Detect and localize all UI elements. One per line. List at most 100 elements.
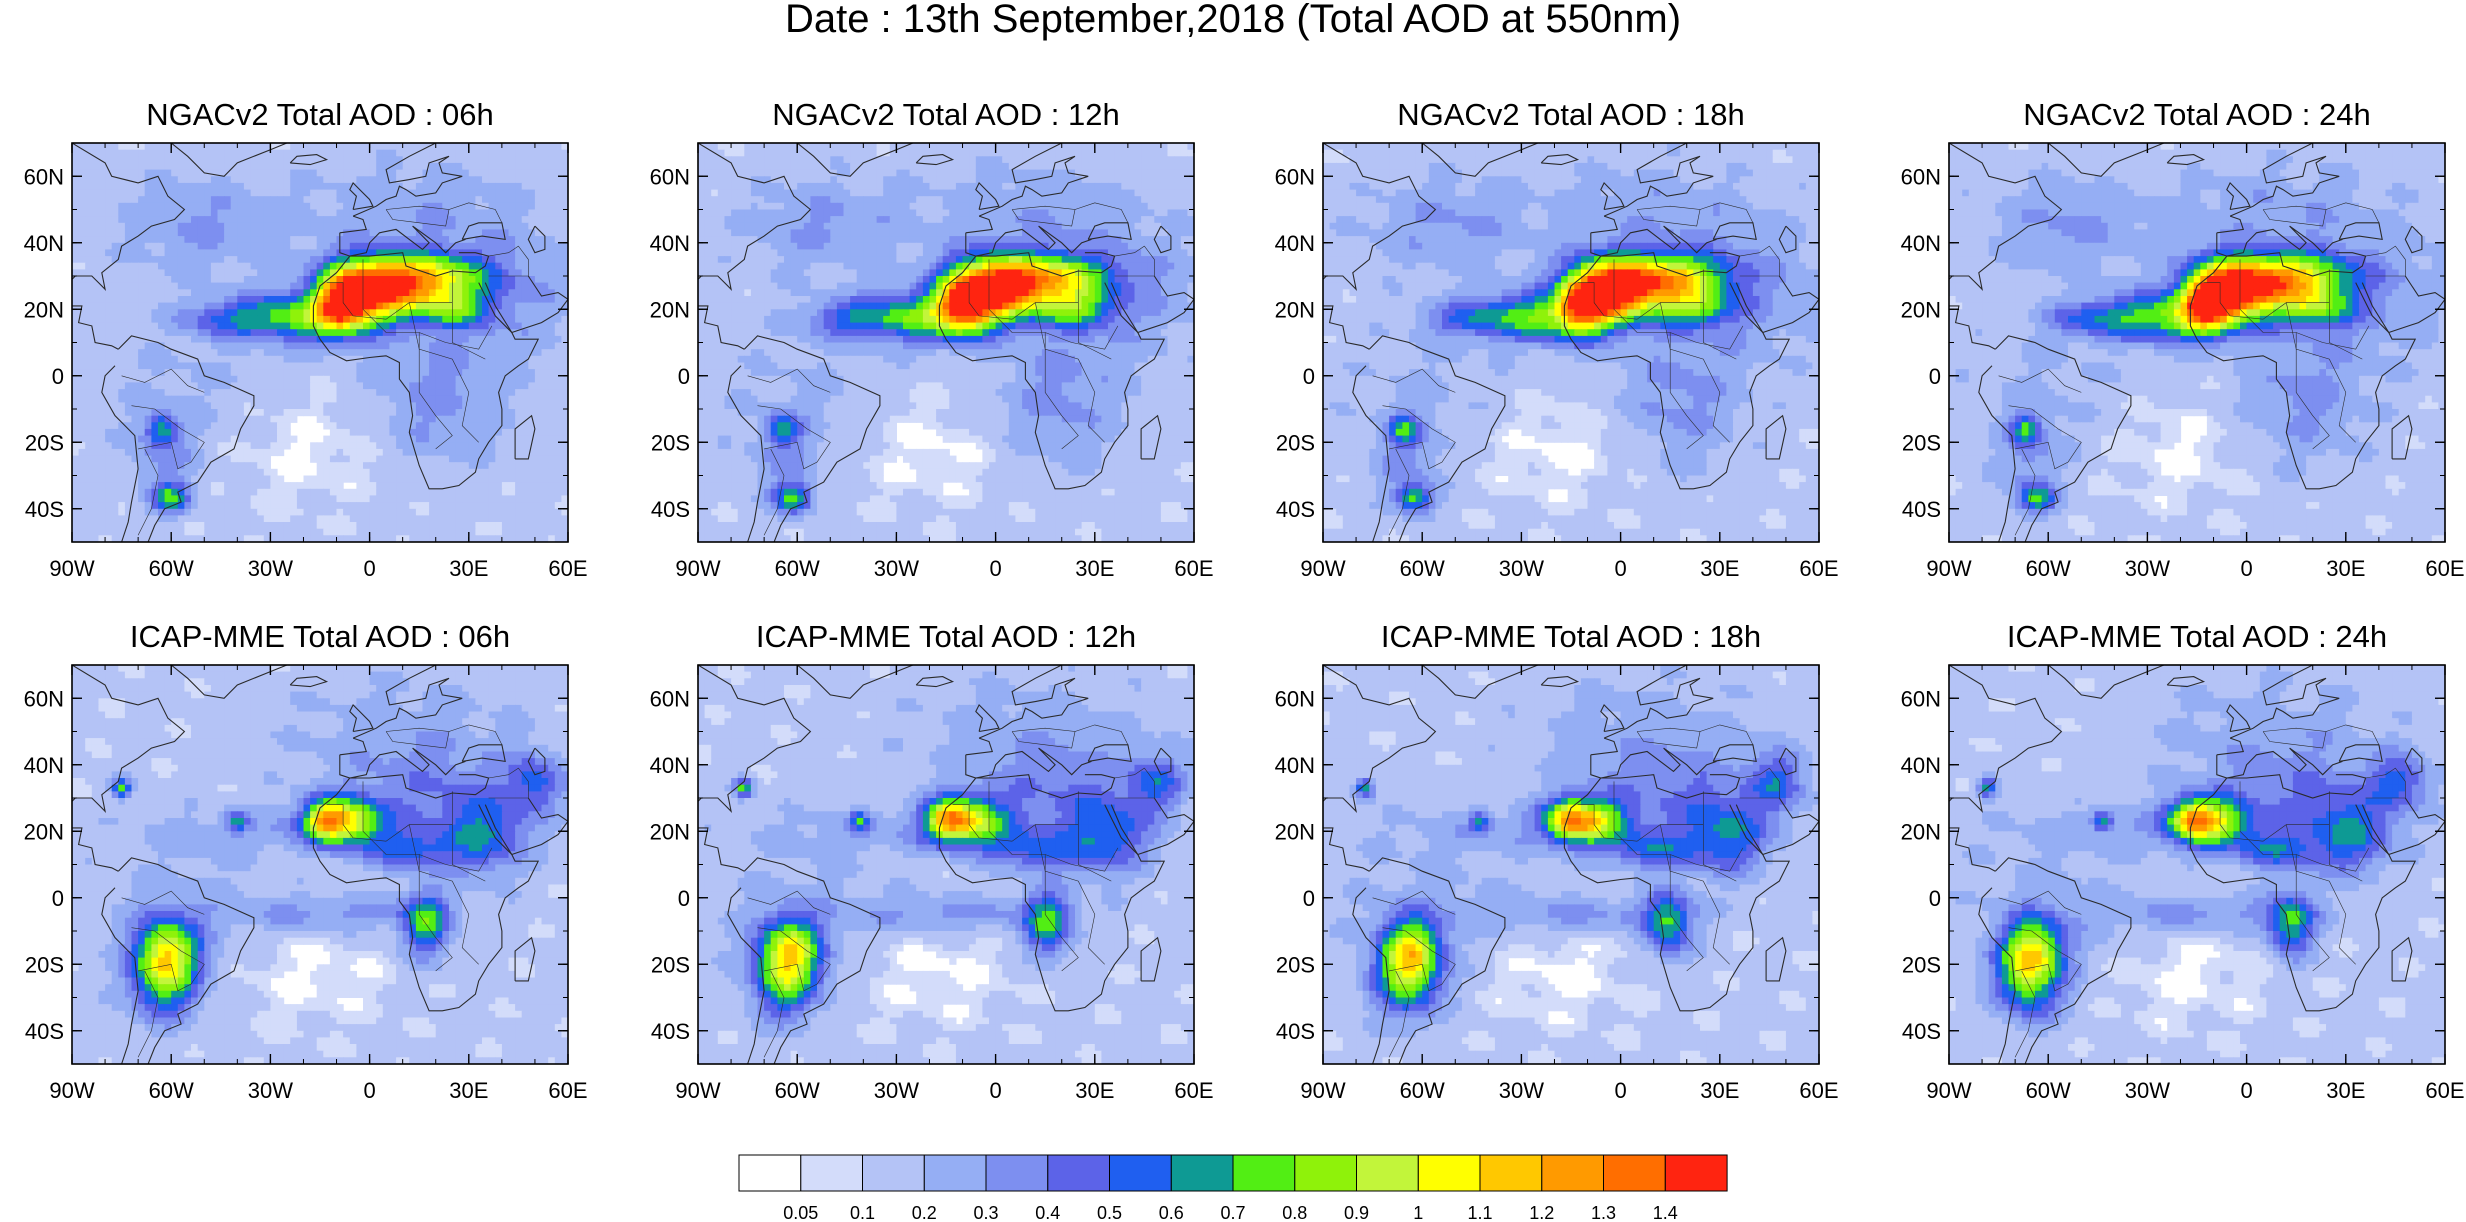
lat-tick-label: 0 (52, 364, 64, 389)
lon-tick-label: 0 (989, 1078, 1001, 1103)
colorbar-swatch (862, 1154, 925, 1192)
lon-tick-label: 60E (1174, 556, 1213, 581)
colorbar-label: 1.1 (1467, 1203, 1492, 1222)
lon-tick-label: 90W (1926, 1078, 1971, 1103)
lon-tick-label: 0 (1614, 1078, 1626, 1103)
colorbar-label: 1.3 (1591, 1203, 1616, 1222)
lat-tick-label: 60N (1275, 164, 1315, 189)
lon-tick-label: 0 (363, 556, 375, 581)
map-panel: ICAP-MME Total AOD : 24h 90W 60W 30W 0 30E 60E… (1901, 619, 2465, 1103)
colorbar-label: 0.3 (973, 1203, 998, 1222)
lon-tick-label: 0 (989, 556, 1001, 581)
panel-title: NGACv2 Total AOD : 06h (146, 97, 493, 132)
coastlines (1323, 665, 1819, 1064)
lat-tick-label: 20S (25, 430, 64, 455)
lon-tick-label: 60W (1400, 556, 1445, 581)
colorbar-swatch (1109, 1154, 1172, 1192)
colorbar-label: 0.05 (783, 1203, 818, 1222)
colorbar-label: 1.2 (1529, 1203, 1554, 1222)
lat-tick-label: 20S (1902, 430, 1941, 455)
lon-tick-label: 0 (1614, 556, 1626, 581)
colorbar-swatch (1356, 1154, 1419, 1192)
lon-tick-label: 90W (675, 556, 720, 581)
lat-tick-label: 60N (1901, 164, 1941, 189)
map-panel: NGACv2 Total AOD : 12h 90W 60W 30W 0 30E 60E 60… (650, 97, 1214, 581)
lon-tick-label: 30E (449, 1078, 488, 1103)
coastlines (698, 665, 1194, 1064)
panel-title: NGACv2 Total AOD : 12h (772, 97, 1119, 132)
lon-tick-label: 60E (2425, 1078, 2464, 1103)
lat-tick-label: 0 (678, 886, 690, 911)
colorbar-label: 0.5 (1097, 1203, 1122, 1222)
map-panel: ICAP-MME Total AOD : 12h 90W 60W 30W 0 30E 60E… (650, 619, 1214, 1103)
lat-tick-label: 0 (1929, 364, 1941, 389)
map-panels: NGACv2 Total AOD : 06h 90W 60W 30W 0 30E 60E 60… (24, 97, 2465, 1103)
panel-title: ICAP-MME Total AOD : 06h (130, 619, 510, 654)
lat-tick-label: 20S (1276, 430, 1315, 455)
lat-tick-label: 20N (24, 297, 64, 322)
lon-tick-label: 60W (1400, 1078, 1445, 1103)
map-panel: NGACv2 Total AOD : 06h 90W 60W 30W 0 30E 60E 60… (24, 97, 588, 581)
aod-field (1949, 665, 2445, 1064)
lat-tick-label: 40N (1901, 231, 1941, 256)
colorbar-label: 0.4 (1035, 1203, 1060, 1222)
colorbar-label: 0.9 (1344, 1203, 1369, 1222)
colorbar-label: 1 (1413, 1203, 1423, 1222)
aod-field (72, 665, 568, 1064)
lat-tick-label: 60N (650, 164, 690, 189)
coastlines (1949, 143, 2445, 542)
lon-tick-label: 0 (363, 1078, 375, 1103)
colorbar-swatch (1294, 1154, 1358, 1192)
lon-tick-label: 0 (2240, 1078, 2252, 1103)
aod-field (698, 143, 1194, 542)
map-panel: NGACv2 Total AOD : 18h 90W 60W 30W 0 30E 60E 60… (1275, 97, 1839, 581)
lat-tick-label: 40S (651, 497, 690, 522)
lon-tick-label: 30E (1075, 1078, 1114, 1103)
lon-tick-label: 60E (548, 1078, 587, 1103)
lat-tick-label: 20S (25, 952, 64, 977)
lat-tick-label: 0 (1929, 886, 1941, 911)
lon-tick-label: 60W (2026, 556, 2071, 581)
lon-tick-label: 60W (149, 1078, 194, 1103)
colorbar-label: 0.2 (912, 1203, 937, 1222)
map-panel: ICAP-MME Total AOD : 06h 90W 60W 30W 0 30E 60E… (24, 619, 588, 1103)
colorbar-swatch (1541, 1154, 1605, 1192)
colorbar-swatch (1417, 1154, 1481, 1192)
lon-tick-label: 30W (1499, 1078, 1544, 1103)
panel-title: ICAP-MME Total AOD : 18h (1381, 619, 1761, 654)
lon-tick-label: 30E (1700, 1078, 1739, 1103)
lat-tick-label: 20N (24, 819, 64, 844)
lat-tick-label: 20S (651, 952, 690, 977)
lat-tick-label: 40N (1275, 753, 1315, 778)
coastlines (1323, 143, 1819, 542)
colorbar-swatch (985, 1154, 1049, 1192)
panel-title: ICAP-MME Total AOD : 24h (2007, 619, 2387, 654)
lat-tick-label: 60N (1275, 686, 1315, 711)
lon-tick-label: 30W (874, 556, 919, 581)
coastlines (72, 143, 568, 542)
lon-tick-label: 60E (548, 556, 587, 581)
colorbar-swatch (1603, 1154, 1666, 1192)
lon-tick-label: 30E (2326, 1078, 2365, 1103)
lat-tick-label: 40N (24, 231, 64, 256)
lat-tick-label: 40N (24, 753, 64, 778)
lat-tick-label: 40N (1275, 231, 1315, 256)
lat-tick-label: 40N (650, 231, 690, 256)
lon-tick-label: 30W (248, 1078, 293, 1103)
lat-tick-label: 20N (1901, 297, 1941, 322)
lat-tick-label: 40N (1901, 753, 1941, 778)
colorbar-label: 0.7 (1220, 1203, 1245, 1222)
colorbar-label: 0.1 (850, 1203, 875, 1222)
panel-title: NGACv2 Total AOD : 18h (1397, 97, 1744, 132)
map-panel: ICAP-MME Total AOD : 18h 90W 60W 30W 0 30E 60E… (1275, 619, 1839, 1103)
colorbar-swatch (738, 1154, 802, 1192)
panel-title: ICAP-MME Total AOD : 12h (756, 619, 1136, 654)
lon-tick-label: 90W (675, 1078, 720, 1103)
lon-tick-label: 30W (874, 1078, 919, 1103)
lat-tick-label: 40N (650, 753, 690, 778)
lon-tick-label: 90W (1926, 556, 1971, 581)
colorbar: 0.05 0.1 0.2 0.3 0.4 0.5 0.6 0.7 0.8 0.9 1 1.1 1.2 1.… (738, 1154, 1728, 1222)
lat-tick-label: 0 (678, 364, 690, 389)
aod-field (1323, 143, 1819, 542)
lon-tick-label: 30E (1700, 556, 1739, 581)
